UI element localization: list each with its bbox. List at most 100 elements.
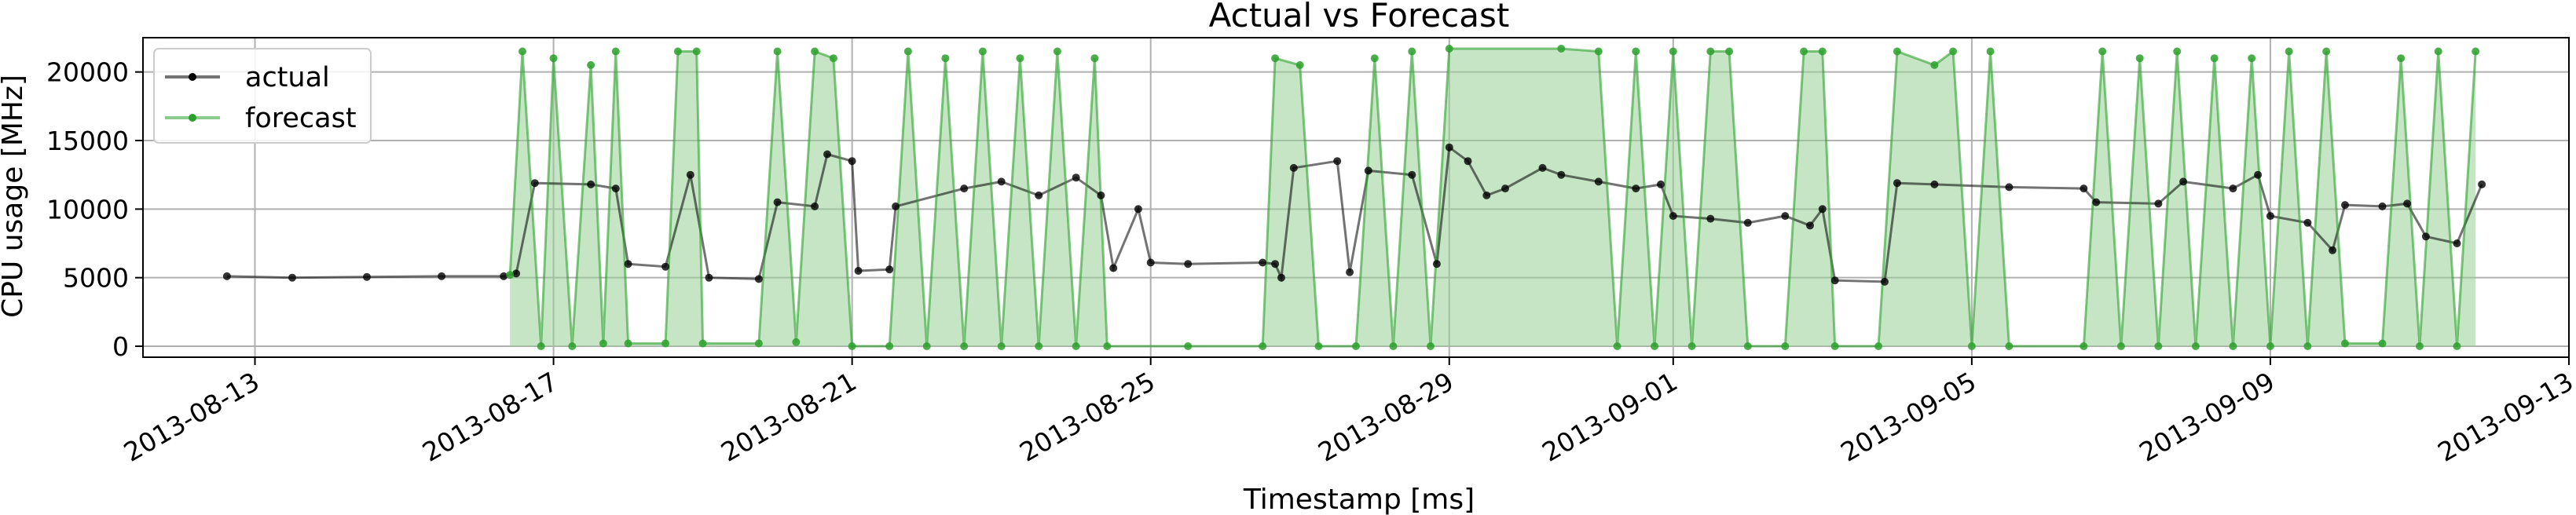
actual-data-point <box>1271 260 1280 268</box>
actual-data-point <box>811 202 819 210</box>
forecast-data-point <box>1370 54 1379 63</box>
forecast-data-point <box>754 339 763 348</box>
forecast-data-point <box>1669 47 1677 56</box>
actual-data-point <box>222 272 231 280</box>
actual-data-point <box>438 272 446 280</box>
actual-data-point <box>500 272 508 280</box>
actual-data-point <box>2453 239 2461 247</box>
actual-data-point <box>1706 214 1715 223</box>
forecast-data-point <box>1874 342 1883 350</box>
forecast-data-point <box>2210 54 2219 63</box>
actual-data-point <box>1364 166 1372 175</box>
actual-data-point <box>1109 264 1118 272</box>
forecast-data-point <box>773 47 782 56</box>
actual-data-point <box>2341 201 2349 210</box>
forecast-area <box>510 48 2476 347</box>
actual-data-point <box>2303 218 2312 227</box>
actual-data-point <box>1482 191 1491 199</box>
actual-data-point <box>587 180 595 188</box>
actual-data-point <box>1408 170 1416 179</box>
forecast-data-point <box>1986 47 1995 56</box>
x-tick-label: 2013-09-13 <box>2432 366 2576 468</box>
actual-data-point <box>823 150 831 159</box>
forecast-data-point <box>2341 339 2349 348</box>
forecast-data-point <box>2116 342 2125 350</box>
forecast-data-point <box>2303 342 2312 350</box>
forecast-data-point <box>661 339 670 348</box>
actual-data-point <box>1632 184 1640 193</box>
actual-data-point <box>288 273 296 282</box>
x-tick-label: 2013-08-17 <box>417 366 563 468</box>
forecast-data-point <box>1651 342 1659 350</box>
actual-data-point <box>1289 163 1298 172</box>
forecast-data-point <box>2472 47 2480 56</box>
actual-data-point <box>1146 258 1155 267</box>
series-fills <box>510 48 2476 347</box>
actual-data-point <box>1743 218 1752 227</box>
actual-data-point <box>624 260 632 268</box>
forecast-data-point <box>1800 47 1808 56</box>
forecast-data-point <box>2453 342 2461 350</box>
x-tick-label: 2013-08-25 <box>1014 366 1160 468</box>
forecast-data-point <box>848 342 856 350</box>
x-tick-label: 2013-09-09 <box>2134 366 2280 468</box>
y-axis-ticks: 0 5000 10000 15000 20000 <box>46 57 143 362</box>
actual-data-point <box>1259 258 1267 267</box>
actual-data-point <box>854 267 863 275</box>
actual-data-point <box>1557 170 1566 179</box>
forecast-data-point <box>2191 342 2200 350</box>
forecast-data-point <box>1613 342 1621 350</box>
y-tick-label: 5000 <box>63 263 129 294</box>
forecast-data-point <box>2005 342 2014 350</box>
actual-data-point <box>1184 260 1193 268</box>
actual-data-point <box>2403 199 2412 208</box>
actual-data-point <box>1818 205 1827 214</box>
actual-data-point <box>1594 177 1603 186</box>
actual-data-point <box>1830 276 1839 285</box>
y-tick-label: 15000 <box>46 126 129 156</box>
forecast-data-point <box>2416 342 2424 350</box>
forecast-data-point <box>885 342 894 350</box>
actual-data-point <box>2079 184 2088 193</box>
actual-data-point <box>2229 184 2237 193</box>
forecast-data-point <box>1557 45 1566 53</box>
forecast-data-point <box>2248 54 2256 63</box>
x-tick-label: 2013-08-13 <box>119 366 265 468</box>
forecast-data-point <box>692 47 701 56</box>
forecast-data-point <box>568 342 577 350</box>
series-points <box>222 45 2486 350</box>
forecast-data-point <box>1072 342 1080 350</box>
actual-data-point <box>1930 180 1939 188</box>
actual-data-point <box>1445 143 1453 152</box>
actual-data-point <box>1277 273 1285 282</box>
forecast-data-point <box>2378 339 2387 348</box>
x-tick-label: 2013-09-05 <box>1835 366 1981 468</box>
forecast-data-point <box>792 338 801 346</box>
forecast-data-point <box>941 54 950 63</box>
actual-data-point <box>2179 177 2188 186</box>
forecast-data-point <box>1389 342 1398 350</box>
forecast-data-point <box>1781 342 1790 350</box>
forecast-data-point <box>1053 47 1061 56</box>
forecast-data-point <box>1184 342 1193 350</box>
actual-data-point <box>773 198 782 206</box>
actual-data-point <box>2092 198 2101 206</box>
chart-title: Actual vs Forecast <box>1209 0 1510 35</box>
actual-data-point <box>363 272 371 281</box>
forecast-data-point <box>2173 47 2182 56</box>
forecast-data-point <box>2285 47 2293 56</box>
forecast-data-point <box>1830 342 1839 350</box>
y-axis-label: CPU usage [MHz] <box>0 75 29 318</box>
x-tick-label: 2013-09-01 <box>1537 366 1683 468</box>
y-tick-label: 10000 <box>46 194 129 225</box>
actual-data-point <box>1538 163 1547 172</box>
forecast-data-point <box>2434 47 2442 56</box>
x-tick-label: 2013-08-29 <box>1313 366 1459 468</box>
actual-data-point <box>2478 180 2486 188</box>
actual-data-point <box>2005 183 2014 192</box>
forecast-data-point <box>960 342 969 350</box>
forecast-data-point <box>1295 60 1304 69</box>
forecast-data-point <box>2154 342 2163 350</box>
